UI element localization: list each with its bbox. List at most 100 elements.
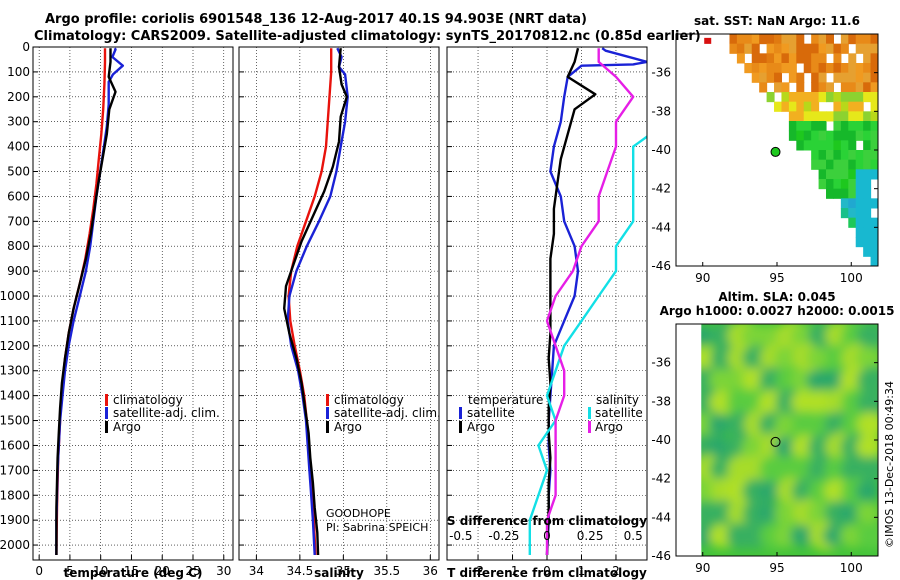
sst-cell [744,34,753,45]
depth-tick-label: 1500 [0,414,30,428]
sst-cell [848,140,857,151]
sst-cell [855,198,864,209]
map-y-tick-label: -36 [651,66,671,80]
sla-blob [708,414,732,435]
program-annotation: GOODHOPE [326,507,391,520]
sst-cell [796,92,805,103]
series-group [528,47,647,556]
sst-cell [848,198,857,209]
sla-blob [856,366,878,394]
sst-cell [774,34,783,45]
sst-cell [863,217,872,228]
depth-tick-label: 200 [7,90,30,104]
sst-cell [811,121,820,132]
sst-cell [870,159,878,170]
sla-blob [822,525,846,547]
legend-label-temp-satellite: satellite [467,406,515,420]
sst-cell [870,43,878,54]
sst-cell [826,150,834,161]
sla-blob [857,522,878,550]
sst-cell [811,140,820,151]
sst-cell [803,92,812,103]
sst-cell [833,121,842,132]
series-group [283,47,349,556]
sst-cell [833,159,842,170]
sla-map-title: Altim. SLA: 0.045 [718,290,835,304]
plot-frame [446,46,648,561]
x-tick-label: 0 [543,564,551,578]
figure-title-line1: Argo profile: coriolis 6901548_136 12-Au… [45,12,588,27]
legend-swatch-argo [326,421,329,433]
sst-cell [848,72,857,83]
sst-cell [863,63,872,74]
sst-cell [796,130,805,141]
sst-cell [818,63,827,74]
legend-swatch-climatology [326,394,329,406]
depth-tick-label: 1900 [0,513,30,527]
sst-cell [863,179,872,190]
sst-cell [826,63,834,74]
sst-cell [796,140,805,151]
sst-cell [796,82,805,93]
sst-cell [863,198,872,209]
sla-blob [757,480,782,502]
sst-cell [736,34,745,45]
x-tick-label: 5 [66,564,74,578]
sst-cell [855,34,864,45]
x-tick-label: 2 [612,564,620,578]
sst-cell [826,130,834,141]
sst-cell [826,92,834,103]
figure-title-line2: Climatology: CARS2009. Satellite-adjuste… [34,29,701,44]
sla-blob [806,369,830,391]
sst-cell [863,150,872,161]
sst-cell [788,121,797,132]
sst-cell [766,72,775,83]
sst-cell [840,179,849,190]
map-y-tick-label: -38 [651,104,671,118]
sst-cell [848,101,857,112]
sst-cell [840,72,849,83]
sst-cell [788,43,797,54]
depth-tick-label: 1300 [0,364,30,378]
sst-cell [811,43,820,54]
sst-cell [855,63,864,74]
legend-label-temp-argo: Argo [467,420,495,434]
sst-cell [818,169,827,180]
sst-cell [863,72,872,83]
sst-cell [855,130,864,141]
map-y-tick-label: -42 [651,182,671,196]
sst-cell [826,111,834,122]
sst-cell [870,246,878,257]
sst-cell [863,121,872,132]
sst-cell [840,130,849,141]
imos-credit: ©IMOS 13-Dec-2018 00:49:34 [883,381,896,548]
sst-cell [744,63,753,74]
sst-cell [759,63,768,74]
sst-cell [870,111,878,122]
sst-cell [766,92,775,103]
map-y-tick-label: -46 [651,259,671,273]
sst-cell [863,169,872,180]
depth-tick-label: 0 [22,40,30,54]
map-y-tick-label: -46 [651,549,671,563]
legend-label-argo: Argo [113,420,141,434]
sst-cell [826,169,834,180]
sst-cell [759,53,768,64]
sst-cell [863,140,872,151]
legend-label-climatology: climatology [113,393,183,407]
sst-cell [818,111,827,122]
sst-cell [848,111,857,122]
sst-cell [818,34,827,45]
sst-cell [848,63,857,74]
sst-cell [840,63,849,74]
sst-cell [848,34,857,45]
temperature-satellite-line [545,47,647,556]
map-y-tick-label: -40 [651,433,671,447]
sst-cell [870,82,878,93]
sst-cell [870,121,878,132]
sst-cell [751,63,760,74]
sla-blob [856,389,878,416]
sst-cell [863,188,872,199]
satellite-line [55,47,125,555]
sst-cell [848,217,857,228]
